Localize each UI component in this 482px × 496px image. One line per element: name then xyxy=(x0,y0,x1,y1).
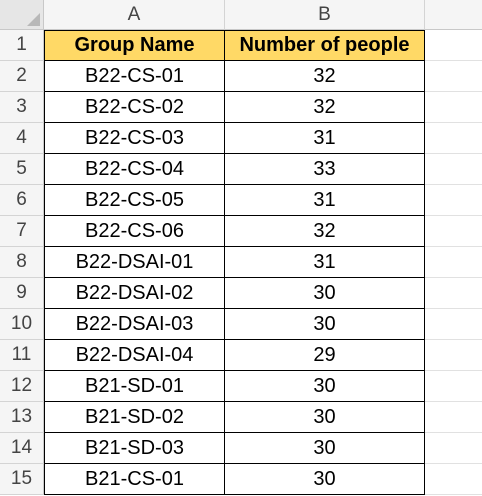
table-row: 3 B22-CS-02 32 xyxy=(0,92,482,123)
empty-cell[interactable] xyxy=(425,30,482,61)
table-row: 9 B22-DSAI-02 30 xyxy=(0,278,482,309)
group-name-cell[interactable]: B22-DSAI-02 xyxy=(44,278,225,309)
row-header[interactable]: 10 xyxy=(0,309,44,340)
empty-cell[interactable] xyxy=(425,185,482,216)
row-header[interactable]: 6 xyxy=(0,185,44,216)
number-of-people-cell[interactable]: 30 xyxy=(225,402,425,433)
group-name-cell[interactable]: B22-DSAI-04 xyxy=(44,340,225,371)
empty-cell[interactable] xyxy=(425,154,482,185)
number-of-people-cell[interactable]: 31 xyxy=(225,123,425,154)
empty-cell[interactable] xyxy=(425,340,482,371)
row-header[interactable]: 8 xyxy=(0,247,44,278)
number-of-people-cell[interactable]: 32 xyxy=(225,92,425,123)
group-name-cell[interactable]: B22-DSAI-01 xyxy=(44,247,225,278)
group-name-cell[interactable]: B21-SD-02 xyxy=(44,402,225,433)
table-row: 7 B22-CS-06 32 xyxy=(0,216,482,247)
row-header[interactable]: 9 xyxy=(0,278,44,309)
group-name-cell[interactable]: B22-CS-05 xyxy=(44,185,225,216)
number-of-people-cell[interactable]: 30 xyxy=(225,309,425,340)
grid-rows: 1 Group Name Number of people 2 B22-CS-01… xyxy=(0,30,482,495)
empty-cell[interactable] xyxy=(425,278,482,309)
group-name-cell[interactable]: B22-CS-06 xyxy=(44,216,225,247)
row-header[interactable]: 7 xyxy=(0,216,44,247)
row-header[interactable]: 5 xyxy=(0,154,44,185)
group-name-cell[interactable]: B22-CS-04 xyxy=(44,154,225,185)
number-of-people-cell[interactable]: 29 xyxy=(225,340,425,371)
column-header-b[interactable]: B xyxy=(225,0,425,30)
empty-cell[interactable] xyxy=(425,309,482,340)
empty-cell[interactable] xyxy=(425,402,482,433)
number-of-people-cell[interactable]: 30 xyxy=(225,278,425,309)
empty-cell[interactable] xyxy=(425,247,482,278)
number-of-people-cell[interactable]: 30 xyxy=(225,371,425,402)
table-row: 12 B21-SD-01 30 xyxy=(0,371,482,402)
group-name-cell[interactable]: B21-SD-01 xyxy=(44,371,225,402)
table-row: 13 B21-SD-02 30 xyxy=(0,402,482,433)
table-row: 2 B22-CS-01 32 xyxy=(0,61,482,92)
empty-cell[interactable] xyxy=(425,433,482,464)
table-row: 11 B22-DSAI-04 29 xyxy=(0,340,482,371)
number-of-people-cell[interactable]: 32 xyxy=(225,61,425,92)
group-name-cell[interactable]: B22-CS-03 xyxy=(44,123,225,154)
header-cell-group-name[interactable]: Group Name xyxy=(44,30,225,61)
group-name-cell[interactable]: B21-CS-01 xyxy=(44,464,225,495)
number-of-people-cell[interactable]: 30 xyxy=(225,464,425,495)
table-row: 5 B22-CS-04 33 xyxy=(0,154,482,185)
group-name-cell[interactable]: B22-DSAI-03 xyxy=(44,309,225,340)
group-name-cell[interactable]: B21-SD-03 xyxy=(44,433,225,464)
empty-cell[interactable] xyxy=(425,371,482,402)
empty-cell[interactable] xyxy=(425,464,482,495)
header-cell-number-of-people[interactable]: Number of people xyxy=(225,30,425,61)
row-header[interactable]: 15 xyxy=(0,464,44,495)
number-of-people-cell[interactable]: 30 xyxy=(225,433,425,464)
table-row: 15 B21-CS-01 30 xyxy=(0,464,482,495)
group-name-cell[interactable]: B22-CS-02 xyxy=(44,92,225,123)
row-header[interactable]: 12 xyxy=(0,371,44,402)
number-of-people-cell[interactable]: 32 xyxy=(225,216,425,247)
column-header-c[interactable] xyxy=(425,0,482,30)
row-header[interactable]: 11 xyxy=(0,340,44,371)
table-row: 6 B22-CS-05 31 xyxy=(0,185,482,216)
select-all-triangle-icon xyxy=(27,13,40,26)
row-header[interactable]: 2 xyxy=(0,61,44,92)
select-all-corner[interactable] xyxy=(0,0,44,30)
table-row: 10 B22-DSAI-03 30 xyxy=(0,309,482,340)
table-row: 4 B22-CS-03 31 xyxy=(0,123,482,154)
empty-cell[interactable] xyxy=(425,123,482,154)
row-header[interactable]: 14 xyxy=(0,433,44,464)
table-header-row: 1 Group Name Number of people xyxy=(0,30,482,61)
column-header-a[interactable]: A xyxy=(44,0,225,30)
row-header[interactable]: 13 xyxy=(0,402,44,433)
empty-cell[interactable] xyxy=(425,61,482,92)
row-header[interactable]: 1 xyxy=(0,30,44,61)
number-of-people-cell[interactable]: 31 xyxy=(225,185,425,216)
row-header[interactable]: 4 xyxy=(0,123,44,154)
table-row: 8 B22-DSAI-01 31 xyxy=(0,247,482,278)
row-header[interactable]: 3 xyxy=(0,92,44,123)
table-row: 14 B21-SD-03 30 xyxy=(0,433,482,464)
number-of-people-cell[interactable]: 31 xyxy=(225,247,425,278)
empty-cell[interactable] xyxy=(425,92,482,123)
group-name-cell[interactable]: B22-CS-01 xyxy=(44,61,225,92)
empty-cell[interactable] xyxy=(425,216,482,247)
number-of-people-cell[interactable]: 33 xyxy=(225,154,425,185)
